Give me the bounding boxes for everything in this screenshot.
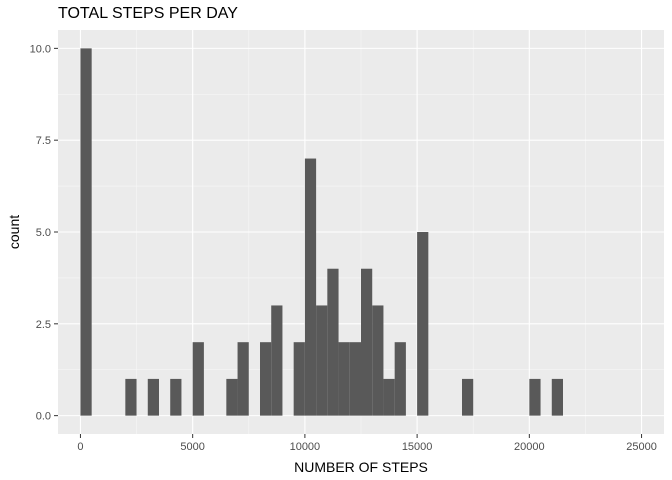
y-axis-title: count: [6, 215, 22, 249]
histogram-bar: [338, 342, 350, 416]
histogram-bar: [260, 342, 272, 416]
histogram-bar: [271, 305, 283, 416]
histogram-bar: [361, 268, 373, 416]
histogram-bar: [372, 305, 384, 416]
x-tick-label: 15000: [402, 441, 433, 453]
x-tick-label: 20000: [514, 441, 545, 453]
histogram-bar: [529, 378, 541, 416]
x-tick-label: 10000: [290, 441, 321, 453]
histogram-bar: [147, 378, 159, 416]
y-tick-label: 2.5: [36, 319, 51, 331]
histogram-bar: [125, 378, 137, 416]
x-tick-label: 0: [77, 441, 83, 453]
histogram-bar: [170, 378, 182, 416]
y-axis-ticks: 0.0 2.5 5.0 7.5 10.0: [30, 43, 58, 423]
histogram-bar: [316, 305, 328, 416]
x-axis-ticks: 0 5000 10000 15000 20000 25000: [77, 434, 657, 453]
x-tick-label: 25000: [626, 441, 657, 453]
histogram-bar: [349, 342, 361, 416]
histogram-bar: [226, 378, 238, 416]
y-tick-label: 0.0: [36, 411, 51, 423]
y-tick-label: 7.5: [36, 135, 51, 147]
histogram-bar: [80, 48, 92, 416]
histogram-bar: [394, 342, 406, 416]
chart-title: TOTAL STEPS PER DAY: [58, 5, 238, 22]
x-axis-title: NUMBER OF STEPS: [294, 459, 428, 475]
histogram-bar: [551, 378, 563, 416]
histogram-bars: [80, 48, 563, 416]
histogram-bar: [462, 378, 474, 416]
histogram-bar: [237, 342, 249, 416]
histogram-bar: [417, 232, 429, 416]
histogram-bar: [383, 378, 395, 416]
histogram-bar: [304, 158, 317, 416]
y-tick-label: 10.0: [30, 43, 51, 55]
histogram-bar: [192, 342, 204, 416]
histogram-bar: [293, 342, 305, 416]
histogram-bar: [327, 268, 339, 416]
y-tick-label: 5.0: [36, 227, 51, 239]
x-tick-label: 5000: [180, 441, 204, 453]
